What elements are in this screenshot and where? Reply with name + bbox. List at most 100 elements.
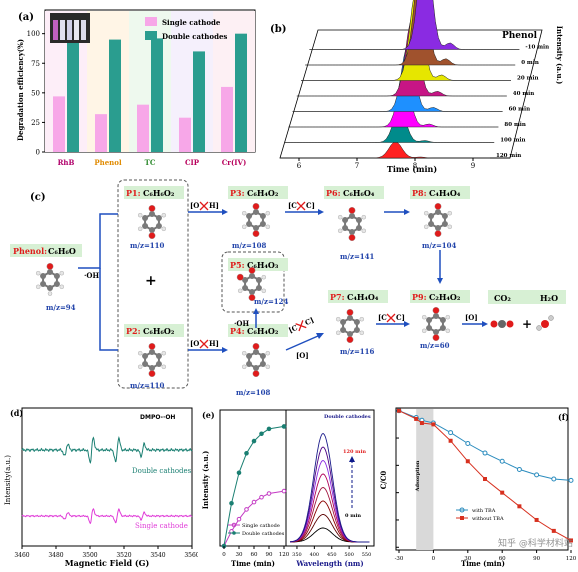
panel-b-curves — [280, 0, 520, 159]
b-label-7: 120 min — [496, 153, 521, 159]
label-bg-p3 — [228, 186, 288, 199]
panel-d-ylabel: Intensity(a.u.) — [4, 455, 12, 505]
a-bar-0-0 — [53, 96, 65, 152]
legend-label-double: Double cathodes — [162, 32, 227, 41]
node-formula-p3: C₆H₄O₂ — [247, 188, 279, 198]
e-point-1-2 — [236, 470, 242, 476]
svg-text:[C: [C — [288, 201, 297, 210]
b-label-2: 20 min — [517, 76, 538, 82]
panel-a-letter: (a) — [18, 12, 34, 23]
panel-e-letter: (e) — [202, 410, 215, 420]
b-curve-7 — [280, 141, 490, 159]
phenol-formula: C₆H₆O — [48, 246, 76, 256]
e-point-1-6 — [266, 426, 272, 432]
svg-text:C]: C] — [306, 201, 315, 210]
b-curve-4 — [292, 44, 503, 112]
svg-text:Single cathode: Single cathode — [242, 523, 280, 529]
node-id-p6: P6: — [326, 188, 341, 198]
a-ytick-label-0: 0 — [36, 149, 40, 157]
panel-e-ylabel: Intensity (a.u.) — [201, 451, 210, 510]
cuvette-photo — [50, 13, 90, 43]
panel-e-xlabel: Time (min) — [231, 559, 275, 568]
f-point-0-10 — [551, 476, 557, 482]
e-spectrum-7 — [289, 433, 370, 543]
svg-text:[O: [O — [190, 201, 199, 210]
a-bar-1-2 — [151, 38, 163, 152]
svg-text:[O]: [O] — [296, 351, 309, 360]
b-curve-5 — [288, 78, 499, 128]
label-bg-p8 — [410, 186, 470, 199]
arrow-phenol-p1 — [78, 213, 118, 269]
h2o-label: H₂O — [540, 293, 558, 303]
node-mz-p6: m/z=141 — [340, 252, 375, 261]
label-bg-phenol — [10, 244, 82, 257]
node-id-p8: P8: — [412, 188, 427, 198]
b-curve-0 — [309, 0, 520, 50]
b-label-6: 100 min — [500, 138, 525, 144]
f-point-0-5 — [465, 441, 471, 446]
a-xlabel-2: TC — [145, 158, 156, 167]
panel-e-inset-title: Double cathodes — [324, 414, 371, 420]
b-label-0: -10 min — [525, 45, 549, 51]
f-point-0-7 — [499, 458, 505, 464]
panel-e-inset-top-label: 120 min — [343, 449, 366, 455]
node-p3: P3: C₆H₄O₂ m/z=108 — [228, 186, 288, 250]
svg-text:[O]: [O] — [465, 313, 478, 322]
e-inset-xtick-label-4: 550 — [362, 552, 372, 558]
panel-e-inset-xlabel: Wavelength (nm) — [295, 559, 363, 568]
node-id-p3: P3: — [230, 188, 245, 198]
svg-text:H]: H] — [209, 339, 219, 348]
a-ytick-label-3: 75 — [31, 60, 40, 68]
node-mz-p1: m/z=110 — [130, 241, 165, 250]
b-xtick-label-2: 8 — [413, 162, 417, 170]
f-xtick-label-2: 30 — [464, 556, 471, 562]
arrow-labels: [O H] [C C] [O H] ·OH [C C] [O] [C C] [O… — [190, 201, 478, 360]
p5-dashed-box — [221, 251, 285, 313]
panel-e-legend: Single cathode Double cathodes — [228, 522, 285, 537]
e-inset-xtick-label-0: 350 — [292, 552, 302, 558]
node-mz-p7: m/z=116 — [340, 347, 375, 356]
panel-b-ylabel: Intensity (a.u.) — [555, 26, 564, 85]
e-xtick-label-3: 90 — [266, 552, 273, 558]
e-point-0-3 — [244, 507, 249, 512]
panel-a-category-backgrounds — [45, 11, 255, 152]
e-xtick-label-0: 0 — [222, 552, 226, 558]
panel-f-frame — [395, 407, 569, 551]
panel-e-inset-bottom-label: 0 min — [345, 513, 361, 519]
a-ytick-label-4: 100 — [27, 30, 40, 38]
f-xtick-label-1: 0 — [432, 556, 436, 562]
panel-a-legend: Single cathode Double cathodes — [145, 17, 227, 41]
f-point-0-9 — [534, 472, 540, 478]
e-spectrum-4 — [289, 473, 370, 543]
b-label-5: 80 min — [504, 122, 525, 128]
a-bar-0-2 — [137, 104, 149, 152]
diagram-arrows — [188, 209, 488, 353]
e-point-0-2 — [236, 516, 242, 522]
a-bar-1-3 — [193, 51, 205, 152]
legend-swatch-double — [145, 31, 157, 40]
node-p6: P6: C₆H₆O₄ m/z=141 — [324, 186, 384, 261]
svg-text:C]: C] — [396, 313, 405, 322]
node-p4: P4: C₆H₄O₂ m/z=108 — [228, 324, 288, 397]
e-inset-xtick-label-2: 450 — [327, 552, 337, 558]
panel-e-xticks: 0 30 60 90 120 350 400 450 500 550 — [222, 546, 371, 558]
f-shade-rect — [416, 409, 434, 550]
b-label-3: 40 min — [513, 91, 534, 97]
label-bg-p9 — [410, 290, 470, 303]
phenol-name: Phenol: — [13, 246, 47, 256]
node-p1: P1: C₆H₆O₂ m/z=110 — [124, 186, 184, 250]
node-id-p5: P5: — [230, 260, 245, 270]
label-bg-p2 — [124, 324, 184, 337]
svg-text:without TBA: without TBA — [472, 516, 504, 522]
a-bg-4 — [213, 11, 255, 152]
panel-d-label-double: Double cathodes — [132, 467, 192, 475]
arrow-p4-p7 — [285, 335, 319, 351]
e-point-0-7 — [281, 488, 287, 494]
arrow-phenol-p2 — [99, 268, 118, 351]
panel-d-label-single: Single cathode — [135, 522, 188, 530]
f-xtick-label-3: 60 — [499, 556, 506, 562]
final-plus: + — [522, 317, 532, 331]
node-id-p4: P4: — [230, 326, 245, 336]
d-xtick-label-2: 3500 — [82, 552, 97, 559]
